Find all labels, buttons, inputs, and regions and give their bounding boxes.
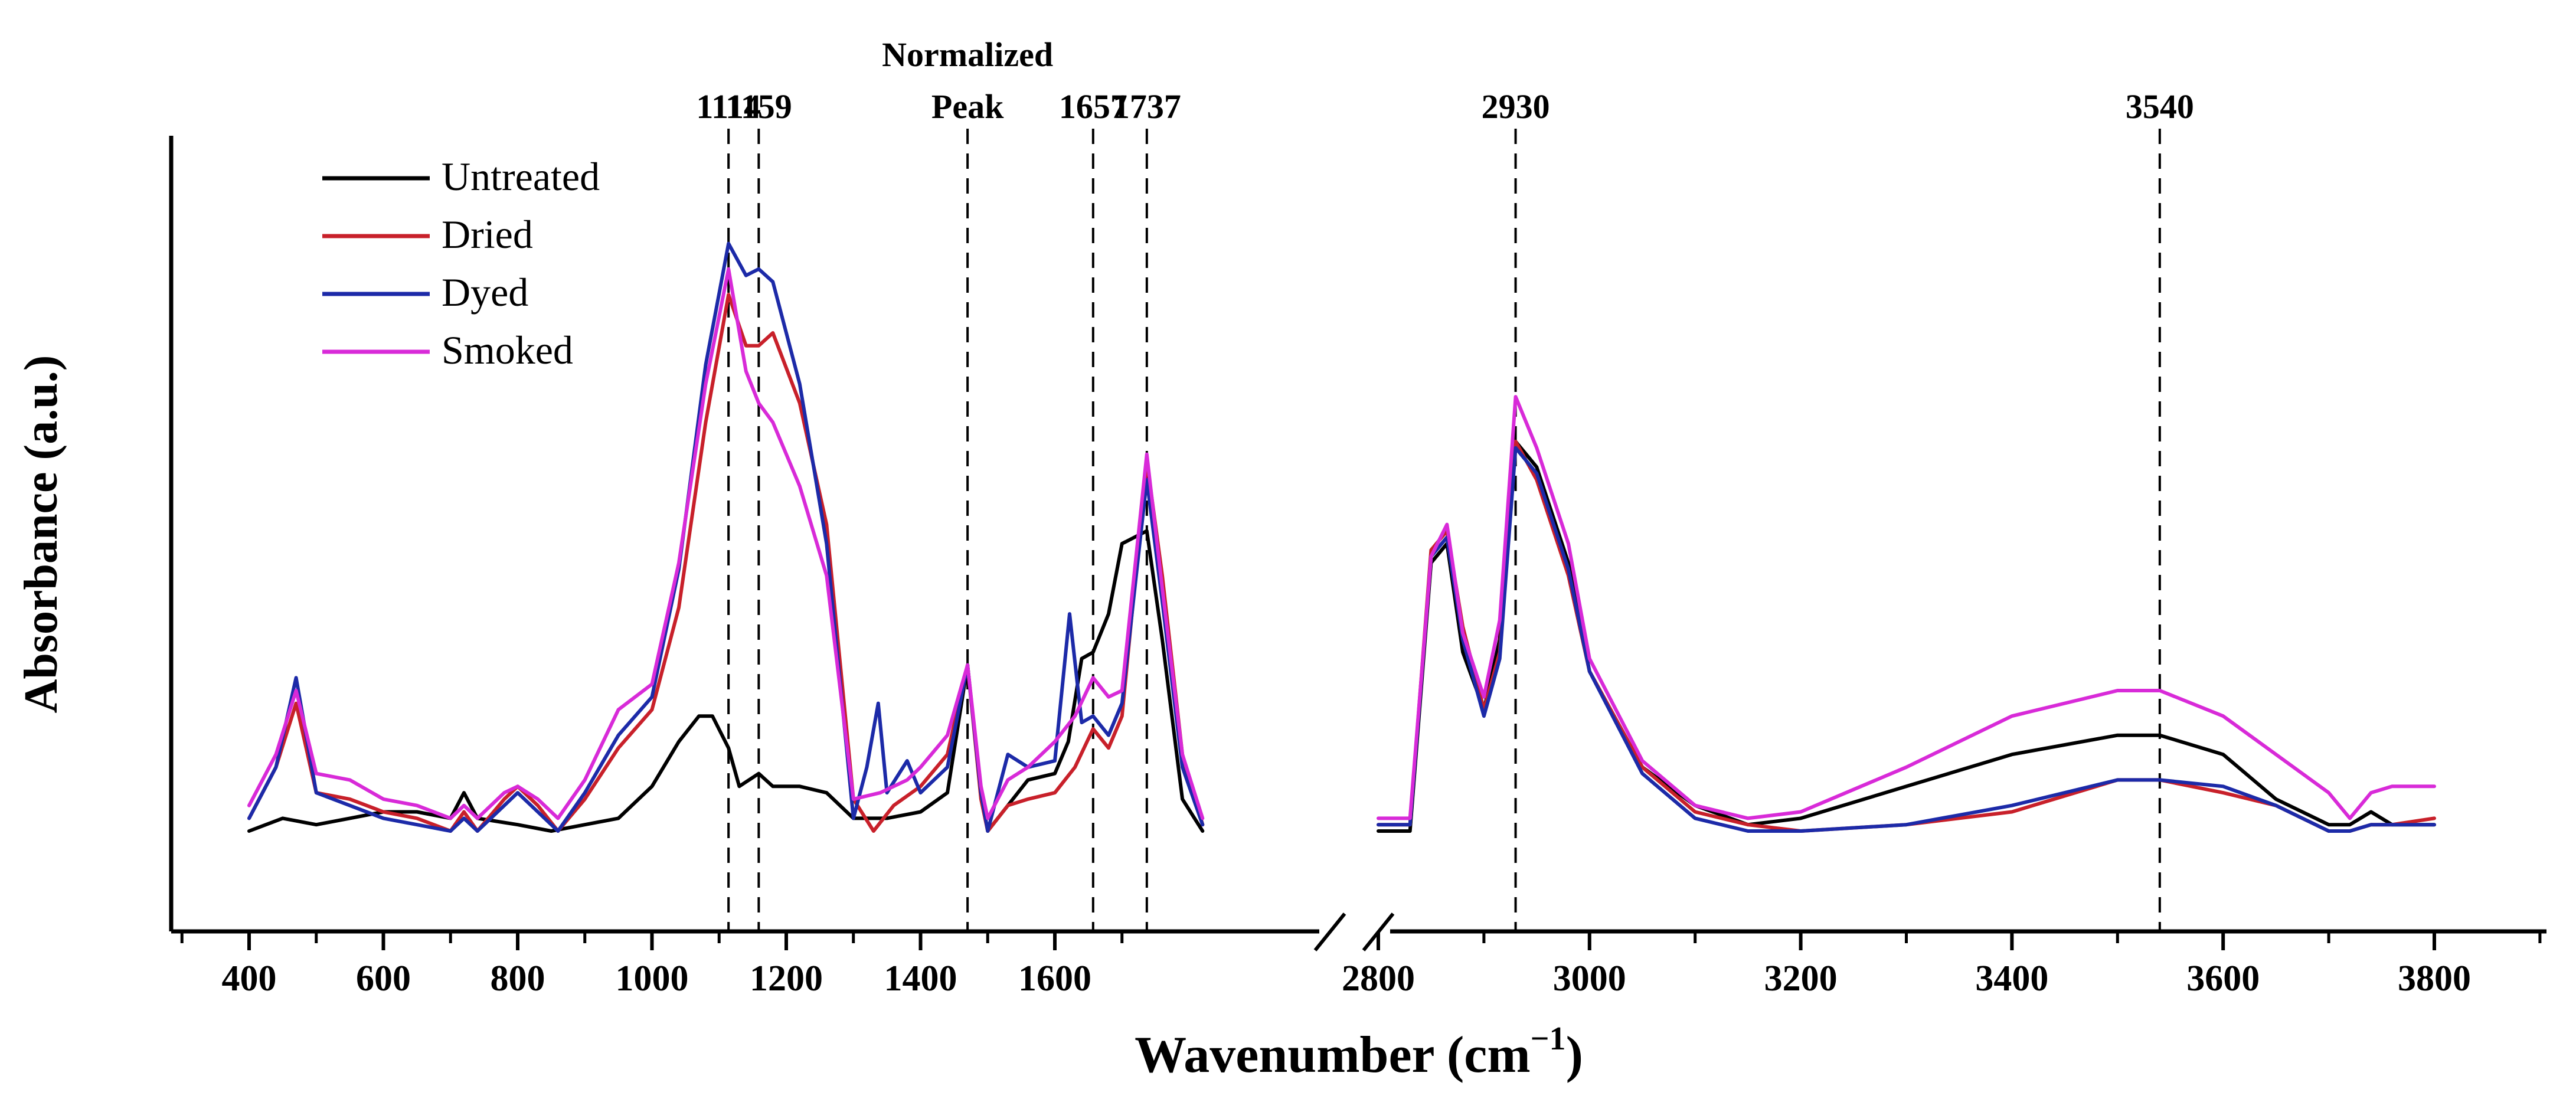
x-tick-label: 800 [491,959,545,999]
x-ticks: 400 600 800 1000 1200 1400 1600 2800 3000 3200 340… [180,931,2542,999]
series-line-dried-right [1377,440,2436,833]
series-line-dried-left [247,293,1205,833]
series-lines [247,241,2436,833]
x-axis-title-sup: −1 [1531,1021,1566,1057]
annotation-label: 2930 [1482,87,1550,126]
series-line-smoked-left [247,267,1205,820]
x-axis-title-close: ) [1566,1026,1583,1084]
legend-label-dried: Dried [442,212,533,257]
x-tick-label: 400 [222,959,277,999]
x-tick-label: 3000 [1553,959,1626,999]
series-line-untreated-left [247,529,1205,833]
x-tick-label: 1000 [616,959,689,999]
x-tick-label: 1400 [884,959,957,999]
x-tick-label: 3800 [2398,959,2471,999]
series-line-dyed-right [1377,446,2436,833]
legend-label-dyed: Dyed [442,270,528,315]
annotation-label: 1657 [1059,87,1127,126]
x-tick-label: 2800 [1342,959,1415,999]
x-tick-label: 3400 [1975,959,2048,999]
x-axis-title-main: Wavenumber (cm [1135,1026,1531,1084]
legend-label-smoked: Smoked [442,328,573,372]
annotation-label-top: Normalized [882,35,1053,74]
annotation-label: 1159 [725,87,792,126]
annotation-label: Peak [931,87,1004,126]
y-axis-title: Absorbance (a.u.) [15,355,67,714]
annotation-label: 3540 [2126,87,2194,126]
annotation-label: 1114 [696,87,761,126]
x-tick-label: 3200 [1764,959,1838,999]
x-tick-label: 600 [356,959,411,999]
series-line-smoked-right [1377,395,2436,820]
x-tick-label: 1600 [1018,959,1091,999]
series-line-untreated-right [1377,440,2436,833]
series-line-dyed-left [247,241,1205,833]
legend-label-untreated: Untreated [442,154,600,199]
x-axis-title: Wavenumber (cm−1) [1135,1021,1583,1084]
legend: Untreated Dried Dyed Smoked [322,154,600,372]
x-tick-label: 3600 [2186,959,2260,999]
annotation-label: 1737 [1113,87,1181,126]
x-tick-label: 1200 [750,959,823,999]
axis-break-mark-left [1313,913,1346,951]
